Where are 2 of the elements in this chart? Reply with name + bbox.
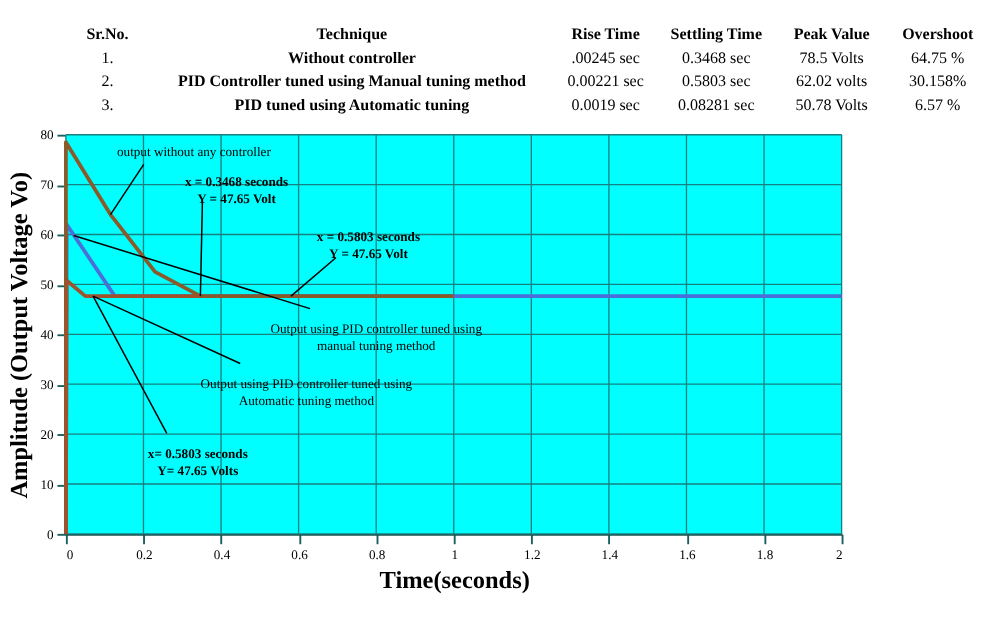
x-axis-title: Time(seconds): [379, 565, 530, 594]
y-axis-title: Amplitude (Output Voltage Vo): [5, 171, 34, 499]
